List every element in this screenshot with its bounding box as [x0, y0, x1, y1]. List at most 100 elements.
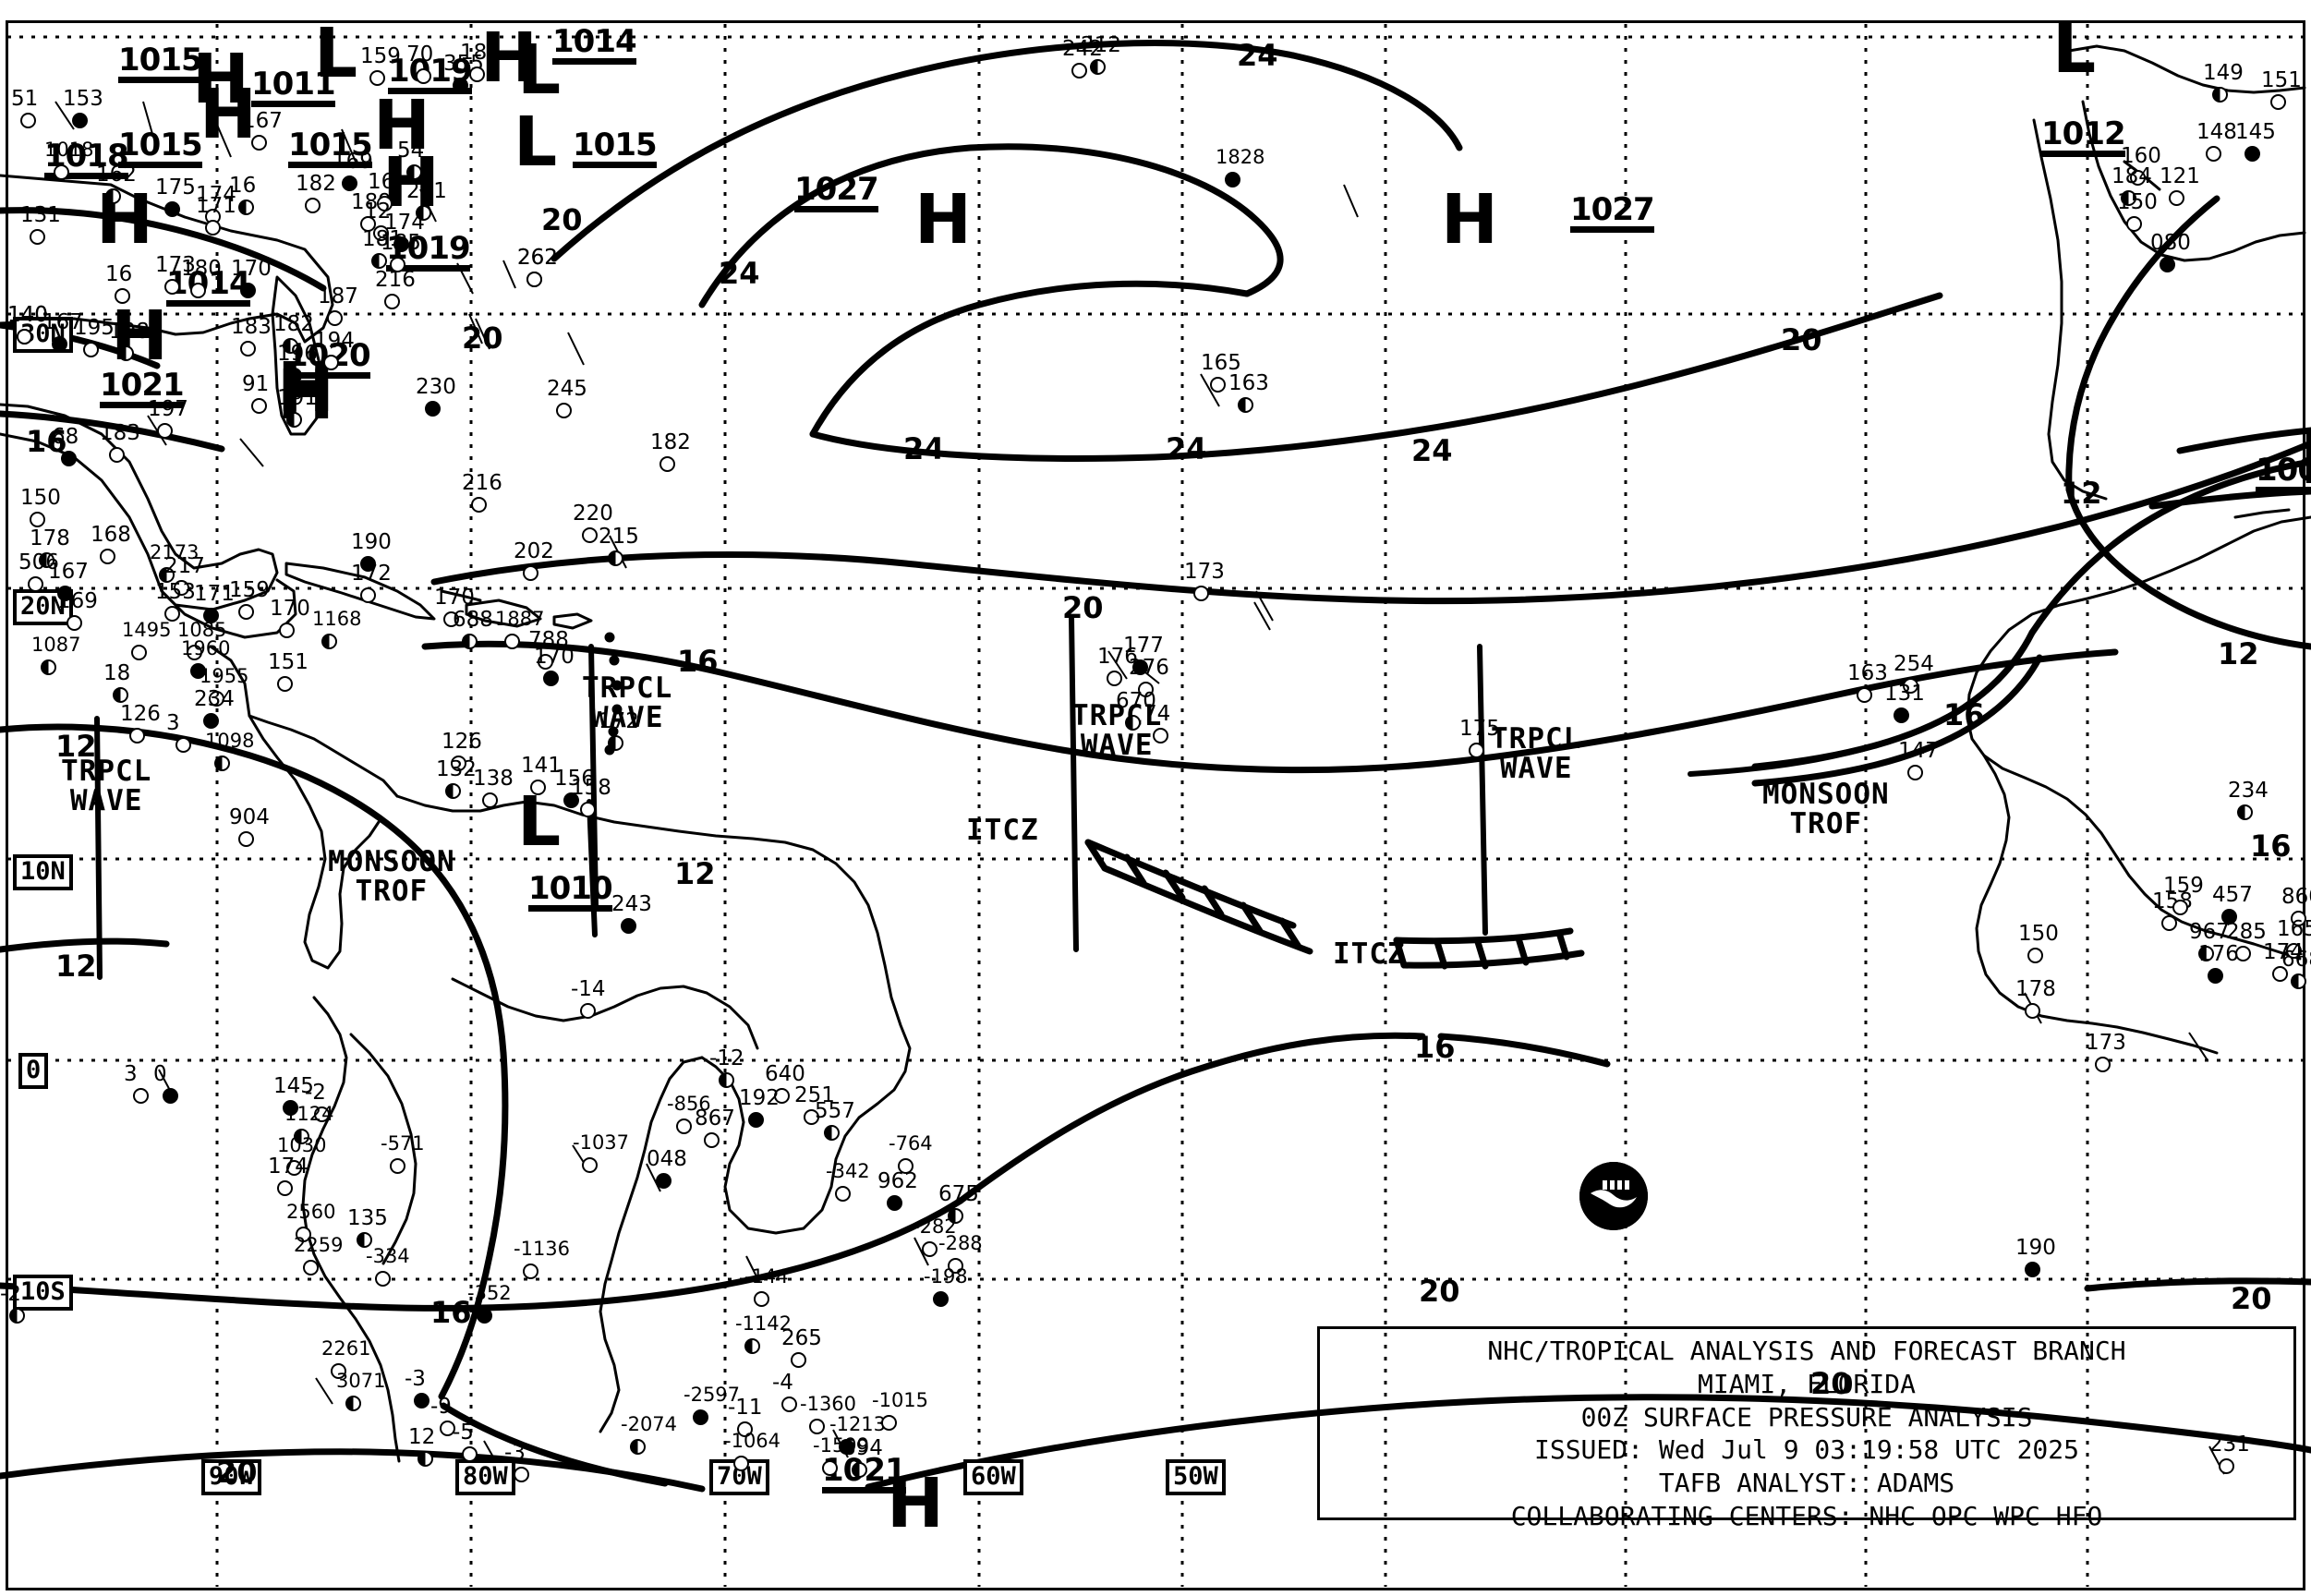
graticule-label: 50W — [1166, 1459, 1226, 1495]
station-marker — [375, 1271, 391, 1287]
station-marker — [331, 1363, 346, 1379]
station-observation-value: 174 — [268, 1155, 309, 1179]
station-marker — [1138, 682, 1154, 697]
station-observation-value: 132 — [436, 757, 477, 781]
station-observation-value: 12 — [364, 200, 392, 224]
station-marker — [556, 403, 572, 418]
station-observation-value: 171 — [194, 582, 235, 606]
station-observation-value: 16 — [368, 170, 395, 194]
graticule-label: 60W — [963, 1459, 1023, 1495]
station-marker — [2291, 911, 2306, 926]
station-observation-value: 177 — [1123, 634, 1164, 658]
feature-label: ITCZ — [966, 814, 1039, 847]
station-observation-value: 159 — [360, 44, 401, 68]
station-observation-value: 1018 — [44, 139, 94, 161]
station-observation-value: 190 — [351, 530, 392, 554]
station-observation-value: -4 — [772, 1371, 793, 1395]
station-observation-value: 2173 — [150, 541, 200, 563]
station-observation-value: 174 — [2263, 940, 2304, 964]
station-observation-value: 182 — [273, 312, 314, 336]
station-marker — [286, 368, 302, 383]
station-observation-value: 191 — [277, 386, 318, 410]
station-observation-value: -856 — [667, 1093, 711, 1115]
station-observation-value: 74 — [1143, 702, 1171, 726]
station-marker — [898, 1158, 914, 1174]
station-observation-value: 2560 — [286, 1201, 336, 1223]
station-observation-value: 68 — [52, 425, 79, 449]
station-observation-value: 688 — [453, 608, 493, 632]
station-marker — [543, 671, 559, 686]
station-marker — [2208, 968, 2223, 984]
station-observation-value: 192 — [739, 1086, 780, 1110]
station-marker — [277, 676, 293, 692]
station-observation-value: 173 — [1184, 560, 1225, 584]
station-observation-value: 150 — [2018, 922, 2059, 946]
station-observation-value: 640 — [765, 1062, 805, 1086]
station-marker — [719, 1072, 734, 1088]
station-observation-value: 254 — [1894, 652, 1934, 676]
station-marker — [425, 401, 441, 417]
noaa-seagull-icon — [1579, 1162, 1648, 1230]
station-observation-value: 867 — [695, 1106, 735, 1130]
station-marker — [462, 634, 478, 649]
station-marker — [733, 1456, 749, 1471]
station-observation-value: -282 — [913, 1215, 957, 1238]
station-marker — [28, 576, 43, 592]
pressure-center-value: 1005 — [2256, 454, 2311, 493]
station-observation-value: 148 — [2196, 120, 2237, 144]
feature-label: TRPCL WAVE — [61, 755, 152, 817]
station-observation-value: 70 — [406, 42, 434, 66]
station-marker — [2198, 946, 2214, 961]
station-observation-value: 168 — [91, 523, 131, 547]
station-observation-value: 3 — [124, 1062, 138, 1086]
station-marker — [203, 608, 219, 623]
station-marker — [61, 451, 77, 466]
station-marker — [321, 634, 337, 649]
station-observation-value: -2074 — [621, 1413, 678, 1435]
station-marker — [159, 567, 175, 583]
station-marker — [471, 497, 487, 513]
station-marker — [240, 283, 256, 298]
station-marker — [1071, 63, 1087, 79]
station-marker — [881, 1415, 897, 1431]
station-marker — [563, 792, 579, 808]
station-marker — [482, 792, 498, 808]
station-marker — [2130, 170, 2146, 186]
high-center-symbol: H — [887, 1464, 944, 1543]
station-observation-value: 1828 — [1216, 146, 1265, 168]
graticule-label: 30N — [13, 317, 73, 353]
station-observation-value: 231 — [2209, 1433, 2250, 1457]
isobar-label: 24 — [719, 256, 760, 291]
station-marker — [30, 229, 45, 245]
station-observation-value: -144 — [744, 1265, 789, 1288]
chart-legend: NHC/TROPICAL ANALYSIS AND FORECAST BRANC… — [1317, 1326, 2296, 1531]
station-observation-value: 262 — [517, 246, 558, 270]
station-marker — [1090, 59, 1106, 75]
station-observation-value: -2 — [0, 1282, 21, 1306]
station-marker — [283, 338, 298, 354]
station-marker — [323, 355, 339, 370]
station-observation-value: 162 — [96, 163, 137, 187]
station-observation-value: 1495 — [122, 619, 172, 641]
station-marker — [656, 1173, 672, 1189]
station-marker — [357, 1232, 372, 1248]
isobar-label: 20 — [1419, 1274, 1460, 1309]
station-marker — [105, 188, 121, 204]
station-marker — [1132, 659, 1148, 675]
station-marker — [2237, 804, 2253, 820]
isobar-label: 12 — [55, 729, 97, 764]
station-observation-value: 181 — [362, 227, 403, 251]
station-marker — [205, 220, 221, 236]
legend-line-6: COLLABORATING CENTERS: NHC OPC WPC HFO — [1510, 1501, 2103, 1532]
station-marker — [209, 691, 224, 707]
pressure-center-value: 1015 — [118, 129, 203, 168]
station-marker — [133, 1088, 149, 1104]
station-observation-value: 245 — [547, 377, 587, 401]
station-observation-value: -288 — [938, 1232, 983, 1254]
station-marker — [2244, 146, 2260, 162]
station-marker — [129, 728, 145, 744]
station-observation-value: 184 — [2111, 164, 2152, 188]
station-observation-value: 048 — [647, 1147, 687, 1171]
high-center-symbol: H — [1441, 180, 1498, 260]
station-marker — [17, 329, 32, 345]
